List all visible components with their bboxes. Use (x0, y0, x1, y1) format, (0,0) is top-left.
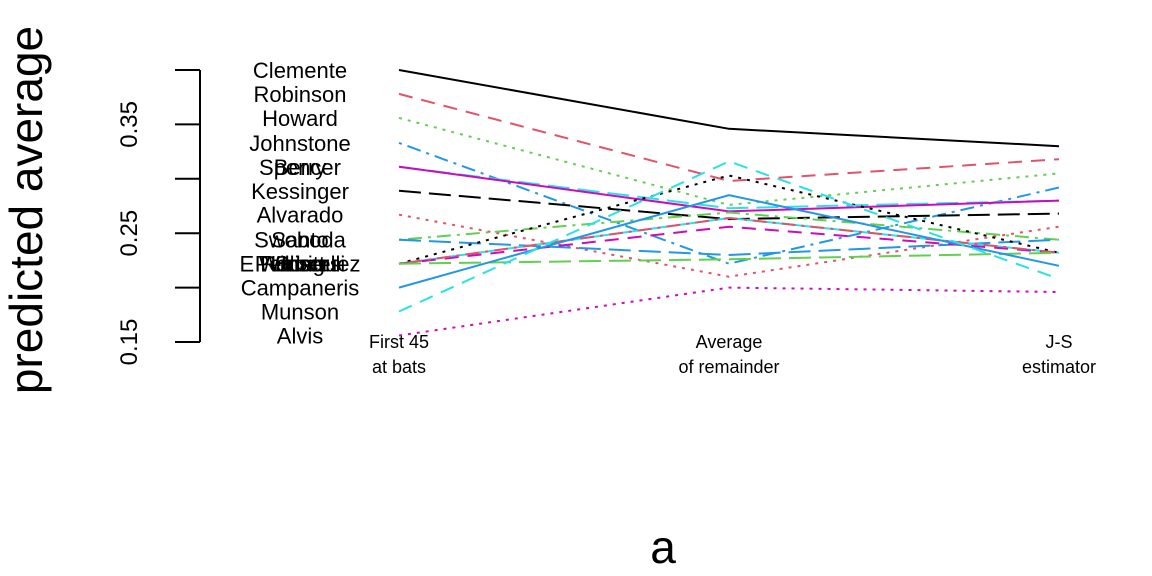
series-line (398, 174, 1060, 265)
player-label: Swoboda (254, 228, 347, 253)
x-category-label: J-S estimator (1022, 332, 1096, 377)
player-label: E Rodriguez (239, 252, 360, 277)
player-label: Howard (262, 106, 338, 131)
series-line (398, 216, 1060, 265)
series-line (398, 116, 1060, 206)
series-line (398, 194, 1060, 289)
player-label: Alvarado (257, 203, 344, 228)
y-tick-label: 0.35 (116, 101, 143, 148)
player-label: Robinson (254, 82, 347, 107)
player-label: Berry (274, 155, 327, 180)
player-label: Williams (259, 252, 341, 277)
player-label: Petrocelli (255, 252, 345, 277)
player-label: Kessinger (251, 179, 349, 204)
player-label: Spencer (259, 155, 341, 180)
x-axis-label: a (650, 521, 676, 573)
x-category-labels: First 45 at bats Average of remainder J-S est… (369, 332, 1096, 377)
y-tick-label: 0.15 (116, 319, 143, 366)
y-axis-label: predicted average (0, 26, 52, 394)
player-label: Johnstone (249, 131, 351, 156)
series-lines (398, 69, 1060, 337)
player-label: Santo (271, 228, 329, 253)
series-line (398, 92, 1060, 183)
player-label: Alvis (277, 324, 323, 349)
y-axis: 0.15 0.25 0.35 (116, 69, 201, 366)
player-label: Clemente (253, 58, 347, 83)
x-category-label: Average of remainder (678, 332, 779, 377)
series-line (398, 165, 1060, 213)
series-line (398, 189, 1060, 221)
player-label: Munson (261, 300, 339, 325)
player-label: Unser (271, 252, 330, 277)
y-tick-label: 0.25 (116, 210, 143, 257)
player-label: Campaneris (241, 276, 360, 301)
player-label: Scott (275, 252, 325, 277)
series-line (398, 165, 1060, 210)
series-line (398, 69, 1060, 148)
series-line (398, 141, 1060, 265)
series-line (398, 160, 1060, 313)
x-category-label: First 45 at bats (369, 332, 429, 377)
player-labels: ClementeRobinsonHowardJohnstoneBerrySpen… (239, 58, 360, 349)
series-line (398, 286, 1060, 337)
series-line (398, 211, 1060, 241)
series-line (398, 225, 1060, 265)
